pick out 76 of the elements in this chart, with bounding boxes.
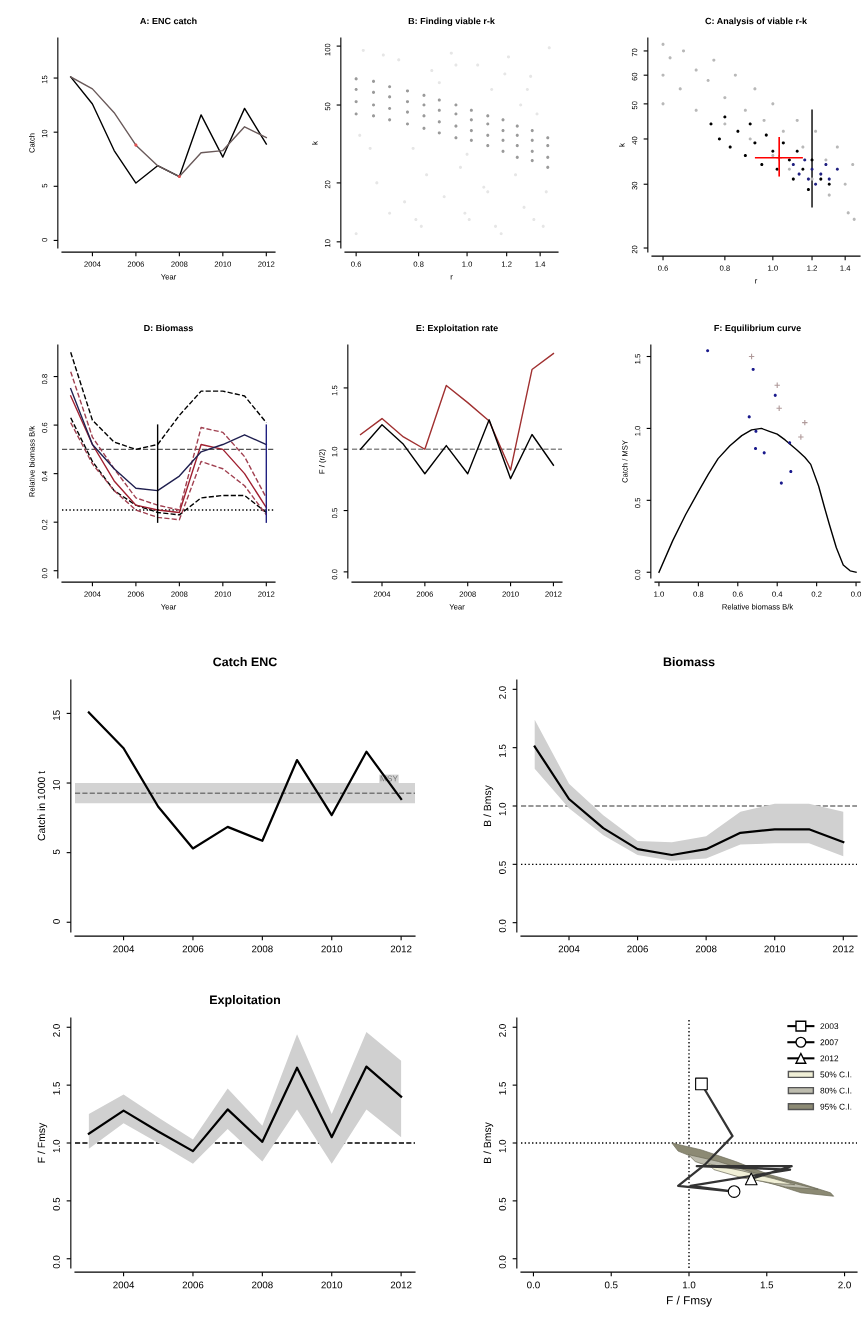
x-tick-label: 2006 (182, 1281, 204, 1289)
x-axis-title: F / Fmsy (667, 1295, 712, 1307)
x-tick-label: 2010 (764, 945, 786, 953)
legend-label: 80% C.I. (820, 1087, 852, 1094)
x-tick-label: 2012 (832, 945, 854, 953)
legend-label: 95% C.I. (820, 1103, 852, 1110)
legend-label: 2012 (820, 1055, 839, 1062)
y-tick-label: 15 (53, 710, 60, 720)
x-tick-label: 2012 (390, 945, 412, 953)
line-series (658, 427, 857, 573)
point (773, 393, 777, 397)
chart-title: C: Analysis of viable r-k (705, 17, 808, 26)
point (727, 1185, 741, 1198)
chart-title: Catch ENC (213, 657, 277, 667)
y-tick-label: 2.0 (499, 686, 506, 699)
legend-label: 50% C.I. (820, 1071, 852, 1078)
y-axis-title: Catch in 1000 t (37, 771, 46, 841)
chart-title: F: Equilibrium curve (714, 324, 801, 333)
y-tick-label: 1.5 (499, 1082, 506, 1095)
chart-title: Biomass (663, 657, 715, 667)
line-series (69, 371, 268, 511)
y-tick-label: 0.0 (53, 1255, 60, 1269)
x-tick-label: 1.5 (760, 1281, 774, 1289)
x-tick-label: 2012 (390, 1281, 412, 1289)
x-tick-label: 2010 (321, 945, 343, 953)
point (753, 447, 758, 451)
y-tick-label: 1.5 (499, 744, 506, 757)
y-tick-label: 0.5 (499, 1197, 506, 1211)
chart-title: D: Biomass (144, 324, 193, 332)
x-tick-label: 2004 (113, 945, 135, 953)
line-series (359, 419, 555, 480)
y-tick-label: 0.5 (499, 861, 506, 874)
line-series (69, 395, 268, 514)
x-tick-label: 2004 (558, 945, 580, 953)
y-axis-title: B / Bmsy (483, 785, 494, 826)
y-tick-label: 10 (53, 779, 60, 790)
line-series (533, 745, 845, 857)
chart-title: Exploitation (210, 995, 280, 1007)
x-tick-label: 0.5 (604, 1281, 618, 1289)
point (762, 451, 766, 455)
x-tick-label: 2010 (321, 1281, 343, 1289)
x-tick-label: 2008 (695, 945, 717, 953)
x-tick-label: 0.0 (527, 1281, 540, 1289)
point (744, 1172, 758, 1186)
point (695, 1077, 708, 1091)
chart-title: B: Finding viable r-k (408, 17, 495, 27)
line-series (87, 1065, 403, 1153)
line-series (87, 711, 403, 850)
x-tick-label: 2.0 (838, 1281, 851, 1289)
y-tick-label: 1.5 (53, 1082, 60, 1095)
y-axis-title: F / Fmsy (37, 1122, 48, 1163)
x-tick-label: 2004 (113, 1281, 135, 1289)
y-tick-label: 0.5 (53, 1197, 60, 1211)
chart-title: E: Exploitation rate (416, 324, 498, 333)
y-tick-label: 1.0 (499, 1139, 506, 1153)
y-tick-label: 0 (53, 919, 60, 924)
legend-label: 2007 (820, 1039, 839, 1046)
y-tick-label: 2.0 (53, 1024, 60, 1037)
y-axis-title: B / Bmsy (483, 1122, 494, 1163)
x-tick-label: 1.0 (682, 1281, 696, 1289)
legend-label: 2003 (820, 1023, 839, 1030)
y-tick-label: 0.0 (499, 919, 506, 933)
line-series (69, 387, 268, 492)
chart-title: A: ENC catch (140, 17, 197, 25)
point (797, 433, 805, 441)
y-tick-label: 1.0 (499, 802, 506, 816)
x-tick-label: 2006 (182, 945, 204, 953)
y-tick-label: 2.0 (499, 1024, 506, 1037)
x-tick-label: 2008 (252, 1281, 273, 1289)
line-series (359, 352, 555, 471)
y-tick-label: 5 (53, 849, 60, 855)
point (706, 349, 710, 353)
x-tick-label: 2006 (627, 945, 648, 953)
y-tick-label: 1.0 (53, 1139, 60, 1153)
y-tick-label: 0.0 (499, 1255, 506, 1269)
x-tick-label: 2008 (252, 945, 273, 953)
